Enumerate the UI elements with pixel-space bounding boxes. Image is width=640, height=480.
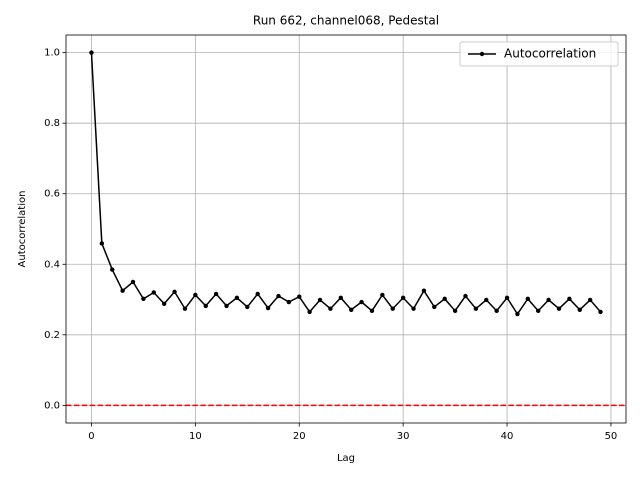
line [90,52,602,316]
y-tick-label: 0.2 [44,330,60,341]
point [473,306,479,311]
point [234,295,240,300]
point [151,290,156,295]
point [432,304,437,310]
point [380,292,385,298]
point [255,291,260,297]
y-tick-label: 0.8 [44,118,60,129]
point [328,306,333,311]
y-tick-label: 0.6 [44,189,60,200]
point [193,292,198,298]
legend-label: Autocorrelation [504,47,596,61]
chart-title: Run 662, channel068, Pedestal [253,14,439,28]
point [120,288,125,293]
point [546,297,551,303]
point [245,304,250,310]
x-axis-label: Lag [337,453,355,464]
point [400,295,406,300]
x-tick-label: 0 [88,431,94,442]
point [130,279,136,285]
point [89,50,94,55]
point [172,289,177,294]
point [421,288,427,293]
x-tick-label: 20 [293,431,306,442]
point [213,291,219,297]
point [484,297,489,303]
legend-box [459,41,619,67]
x-tick-label: 30 [397,431,410,442]
point [203,303,208,309]
point [369,308,375,314]
point [598,309,603,315]
point [494,308,499,314]
point [141,296,146,302]
point [297,294,302,299]
point [161,301,167,306]
point [286,299,292,305]
point [338,295,344,300]
point [504,295,510,300]
point [307,309,312,315]
point [390,306,395,311]
point [556,306,562,311]
point [463,293,468,299]
point [110,267,115,272]
point [577,307,582,312]
point [348,307,354,312]
y-axis-label: Autocorrelation [17,191,28,268]
point [411,306,416,311]
y-tick-label: 0.0 [44,400,60,411]
y-tick-label: 1.0 [44,48,60,59]
point [276,293,281,299]
point [567,296,572,302]
point [265,305,271,311]
y-tick-label: 0.4 [44,259,60,270]
point [442,296,447,302]
point [224,303,229,309]
x-tick-label: 10 [189,431,202,442]
point [536,308,541,314]
point [99,241,105,246]
legend: Autocorrelation [459,41,619,67]
legend-marker [479,51,485,57]
x-tick-label: 40 [501,431,514,442]
point [515,311,520,317]
point [182,306,188,311]
point [587,297,593,303]
point [359,299,364,305]
point [317,297,323,303]
plot-frame [65,34,627,424]
x-tick-label: 50 [605,431,618,442]
point [525,296,531,302]
point [452,308,458,314]
